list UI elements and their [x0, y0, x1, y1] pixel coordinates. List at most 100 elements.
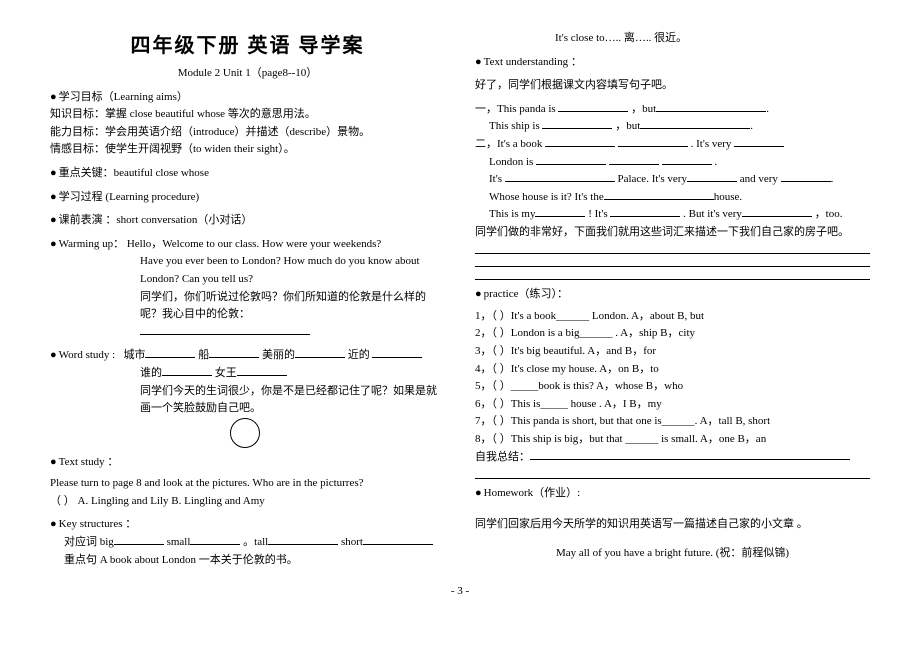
blank [687, 172, 737, 182]
word-label: 谁的 [140, 367, 162, 379]
blank [545, 137, 615, 147]
section-heading: practice（练习）： [475, 286, 870, 304]
blank [618, 137, 688, 147]
warming-up: Warming up： Hello，Welcome to our class. … [50, 236, 445, 342]
pre-class: 课前表演 ：short conversation（小对话） [50, 212, 445, 230]
fill-line: This is my ! It's . But it's very ，too. [475, 206, 870, 224]
text: ，but [628, 103, 656, 115]
blank [114, 535, 164, 545]
key-structures: Key structures ： 对应词 big small 。tall sho… [50, 516, 445, 569]
blank [237, 366, 287, 376]
fill-line: London is . [475, 154, 870, 172]
close-to: It's close to….. 离….. 很近。 [475, 30, 870, 48]
section-heading: Text study ： [50, 454, 445, 472]
text: and very [737, 173, 781, 185]
warming-text: Hello，Welcome to our class. How were you… [127, 238, 381, 250]
key-text: short [341, 536, 363, 548]
blank-line [475, 469, 870, 479]
learning-aims: 学习目标（Learning aims） 知识目标：掌握 close beauti… [50, 89, 445, 159]
blank [268, 535, 338, 545]
word-label: 美丽的 [262, 349, 295, 361]
aim-line: 情感目标：使学生开阔视野（to widen their sight）。 [50, 141, 445, 159]
practice-item: 8，（ ）This ship is big，but that ______ is… [475, 431, 870, 449]
blank [190, 535, 240, 545]
blank [742, 207, 812, 217]
word-label: 近的 [348, 349, 370, 361]
blank [662, 155, 712, 165]
key-text: small [167, 536, 191, 548]
key-text: 。tall [243, 536, 268, 548]
word-study: Word study : 城市 船 美丽的 近的 谁的 女王 同学们今天的生词很… [50, 347, 445, 447]
text: ! It's [585, 208, 610, 220]
text-study-options: （ ） A. Lingling and Lily B. Lingling and… [50, 493, 445, 511]
subtitle: Module 2 Unit 1（page8--10） [50, 65, 445, 83]
circle-row [50, 418, 445, 448]
text: . It's very [688, 138, 734, 150]
blank [656, 102, 766, 112]
blank [536, 155, 606, 165]
learning-procedure: 学习过程 (Learning procedure) [50, 189, 445, 207]
practice-item: 4，（ ）It's close my house. A，on B，to [475, 361, 870, 379]
text: 一，This panda is [475, 103, 558, 115]
page-number: - 3 - [0, 585, 920, 597]
homework-text: 同学们回家后用今天所学的知识用英语写一篇描述自己家的小文章 。 [475, 513, 870, 535]
section-heading: Text understanding ： [475, 54, 870, 72]
word-note: 同学们今天的生词很少，你是不是已经都记住了呢？如果是就画一个笑脸鼓励自己吧。 [50, 383, 445, 418]
section-heading: Homework（作业）: [475, 485, 870, 503]
warming-text: Have you ever been to London? How much d… [50, 253, 445, 288]
intro-text: 好了，同学们根据课文内容填写句子吧。 [475, 77, 870, 95]
practice-item: 6，（ ）This is_____ house . A，I B，my [475, 396, 870, 414]
circle-icon [230, 418, 260, 448]
text: This ship is [489, 120, 542, 132]
section-heading: 学习目标（Learning aims） [50, 89, 445, 107]
blank [162, 366, 212, 376]
practice-item: 3，（ ）It's big beautiful. A，and B，for [475, 343, 870, 361]
aim-line: 知识目标：掌握 close beautiful whose 等次的意思用法。 [50, 106, 445, 124]
fill-line: Whose house is it? It's thehouse. [475, 189, 870, 207]
blank [542, 119, 612, 129]
text: ，but [612, 120, 640, 132]
fill-line: 一，This panda is ，but. [475, 101, 870, 119]
text: . But it's very [680, 208, 742, 220]
text: Palace. It's very [615, 173, 687, 185]
practice-item: 7，（ ）This panda is short, but that one i… [475, 413, 870, 431]
final-line: May all of you have a bright future. (祝：… [475, 545, 870, 563]
fill-line: 二，It's a book . It's very [475, 136, 870, 154]
summary-line: 自我总结： [475, 449, 870, 467]
note-text: 同学们做的非常好，下面我们就用这些词汇来描述一下我们自己家的房子吧。 [475, 224, 870, 242]
blank [295, 348, 345, 358]
text-study-line: Please turn to page 8 and look at the pi… [50, 475, 445, 493]
blank-line [475, 270, 870, 280]
text: ，too. [812, 208, 843, 220]
blank [609, 155, 659, 165]
key-points: 重点关键：beautiful close whose [50, 165, 445, 183]
aim-line: 能力目标：学会用英语介绍（introduce）并描述（describe）景物。 [50, 124, 445, 142]
left-column: 四年级下册 英语 导学案 Module 2 Unit 1（page8--10） … [50, 30, 445, 569]
text: house. [714, 191, 742, 203]
fill-group: 一，This panda is ，but. This ship is ，but.… [475, 101, 870, 224]
word-row: 谁的 女王 [50, 365, 445, 383]
section-heading: Word study : [50, 349, 115, 361]
text: 二，It's a book [475, 138, 545, 150]
blank [363, 535, 433, 545]
practice-item: 5，（ ）_____book is this? A，whose B，who [475, 378, 870, 396]
section-heading: Warming up： [50, 238, 124, 250]
blank [505, 172, 615, 182]
key-line: 重点句 A book about London 一本关于伦敦的书。 [50, 552, 445, 570]
warming-text: 同学们，你们听说过伦敦吗？你们所知道的伦敦是什么样的呢？我心目中的伦敦： [50, 289, 445, 324]
blank [535, 207, 585, 217]
blank [604, 190, 714, 200]
blank-line [50, 324, 445, 342]
key-line: 对应词 big small 。tall short [50, 534, 445, 552]
blank-line [475, 245, 870, 255]
blank [781, 172, 831, 182]
page: 四年级下册 英语 导学案 Module 2 Unit 1（page8--10） … [0, 0, 920, 579]
blank [145, 348, 195, 358]
text: It's [489, 173, 505, 185]
word-label: 船 [198, 349, 209, 361]
blank [530, 450, 850, 460]
text: . [712, 156, 718, 168]
blank [640, 119, 750, 129]
fill-line: It's Palace. It's very and very . [475, 171, 870, 189]
right-column: It's close to….. 离….. 很近。 Text understan… [475, 30, 870, 569]
